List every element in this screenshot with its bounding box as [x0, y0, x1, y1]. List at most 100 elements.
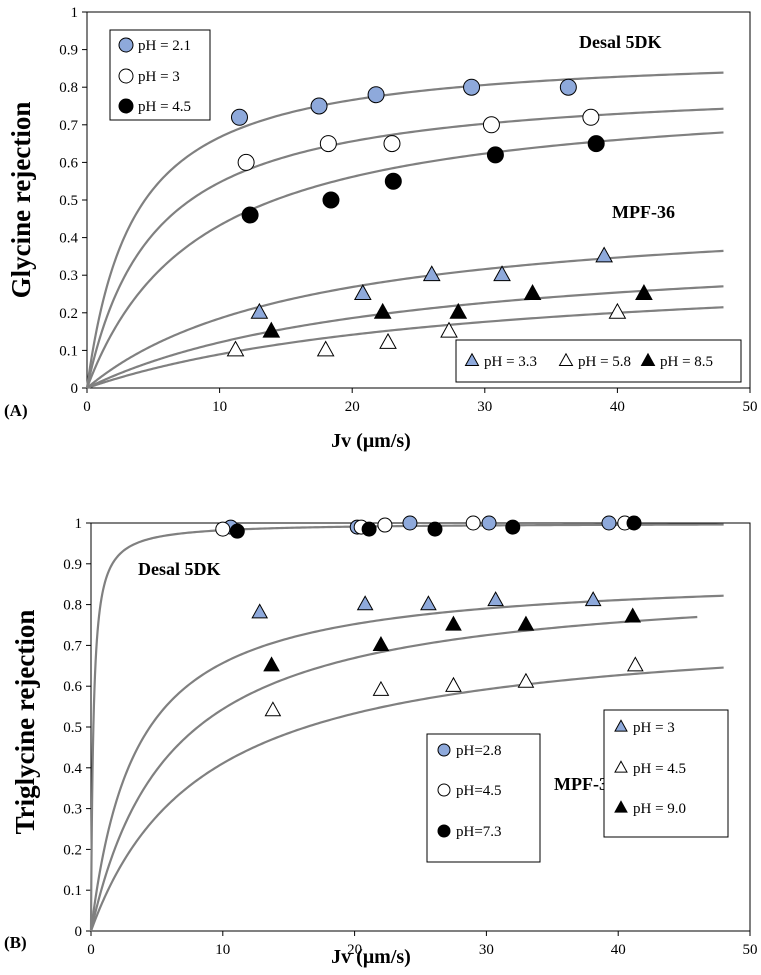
data-point-circle	[310, 97, 328, 115]
data-point-circle	[377, 517, 393, 533]
data-point-triangle	[440, 321, 458, 338]
data-point-circle	[383, 135, 401, 153]
legend-marker	[464, 352, 480, 366]
legend-marker	[437, 783, 451, 797]
x-tick-label: 20	[347, 942, 362, 958]
legend-marker	[558, 352, 574, 366]
data-point-circle	[582, 108, 600, 126]
fit-curve	[89, 615, 698, 932]
data-point-circle	[626, 515, 642, 531]
legend-marker	[118, 98, 134, 114]
x-tick-label: 20	[345, 399, 360, 415]
y-axis-title: Glycine rejection	[6, 102, 36, 299]
x-tick-label: 50	[743, 399, 758, 415]
y-tick-label: 1	[75, 516, 83, 532]
legend-label: pH = 3	[633, 720, 675, 736]
y-tick-label: 0.8	[59, 80, 78, 96]
legend-marker	[118, 68, 134, 84]
data-point-triangle	[584, 591, 602, 607]
y-tick-label: 0.3	[63, 802, 82, 818]
x-tick-label: 40	[611, 942, 626, 958]
panel-label: (A)	[4, 401, 28, 420]
data-point-circle	[463, 78, 481, 96]
fit-curve	[86, 285, 724, 390]
y-tick-label: 0.8	[63, 598, 82, 614]
legend-box	[455, 339, 742, 383]
fit-curve	[89, 523, 724, 932]
data-point-circle	[559, 78, 577, 96]
y-tick-label: 0.7	[63, 638, 82, 654]
data-point-circle	[230, 108, 248, 126]
data-point-triangle	[250, 302, 269, 319]
legend-label: pH = 4.5	[138, 99, 191, 115]
fit-curve	[85, 107, 724, 389]
data-point-circle	[215, 521, 231, 537]
membrane-annotation: MPF-36	[612, 202, 675, 222]
x-tick-label: 40	[610, 399, 625, 415]
legend: pH = 3.3 pH = 5.8 pH = 8.5	[455, 339, 742, 383]
x-tick-label: 0	[83, 399, 91, 415]
data-point-triangle	[251, 603, 269, 619]
x-tick-label: 10	[215, 942, 230, 958]
data-point-triangle	[445, 676, 462, 692]
legend-label: pH = 4.5	[633, 761, 686, 777]
legend-marker	[614, 800, 628, 813]
data-point-triangle	[264, 701, 282, 717]
y-tick-label: 0.1	[59, 343, 78, 359]
y-tick-label: 0.7	[59, 118, 78, 134]
data-point-triangle	[379, 332, 397, 349]
legend-label: pH = 5.8	[578, 354, 631, 370]
data-point-circle	[402, 515, 418, 531]
y-tick-label: 0.9	[59, 43, 78, 59]
x-tick-label: 0	[87, 942, 95, 958]
data-point-triangle	[626, 656, 644, 672]
y-tick-label: 0.6	[59, 155, 78, 171]
data-point-circle	[237, 153, 255, 171]
legend-label: pH=4.5	[456, 783, 502, 799]
x-tick-label: 50	[743, 942, 758, 958]
data-point-circle	[361, 521, 377, 537]
y-tick-label: 1	[71, 5, 79, 21]
data-point-triangle	[372, 680, 390, 696]
y-tick-label: 0.3	[59, 268, 78, 284]
panel-b-triglycine-chart: 00.10.20.30.40.50.60.70.80.910 10 20 30 40 50…	[4, 515, 758, 968]
data-point-triangle	[517, 615, 535, 631]
y-tick-label: 0.5	[63, 720, 82, 736]
data-point-triangle	[263, 656, 280, 672]
data-point-circle	[505, 519, 521, 535]
data-point-circle	[427, 521, 443, 537]
fit-curve	[89, 666, 724, 932]
legend-marker	[437, 743, 451, 757]
data-point-triangle	[372, 636, 390, 652]
y-tick-label: 0.6	[63, 679, 82, 695]
y-tick-label: 0.2	[63, 842, 82, 858]
data-point-circle	[486, 146, 504, 164]
data-point-triangle	[624, 607, 642, 623]
data-point-triangle	[373, 302, 392, 319]
legend-label: pH = 8.5	[660, 354, 713, 370]
data-point-triangle	[353, 284, 372, 300]
fit-curve	[86, 249, 724, 389]
x-axis-title: Jv (μm/s)	[331, 430, 411, 452]
x-tick-label: 30	[479, 942, 494, 958]
x-axis-title: Jv (μm/s)	[331, 946, 411, 968]
fit-curve	[89, 594, 724, 932]
legend: pH=2.8 pH=4.5 pH=7.3	[426, 733, 541, 863]
data-point-triangle	[356, 595, 374, 611]
membrane-annotation: MPF-36	[554, 774, 617, 794]
fit-curve	[85, 131, 724, 389]
data-point-circle	[481, 515, 497, 531]
membrane-annotation: Desal 5DK	[579, 32, 662, 52]
data-point-triangle	[517, 672, 535, 688]
data-point-triangle	[262, 321, 281, 338]
data-point-circle	[587, 135, 605, 153]
data-point-circle	[367, 86, 385, 104]
membrane-annotation: Desal 5DK	[138, 559, 221, 579]
data-point-circle	[241, 206, 259, 224]
panel-a-glycine-chart: 00.10.20.30.40.50.60.70.80.910 10 20 30 40 50…	[4, 5, 758, 452]
data-point-triangle	[422, 265, 441, 282]
y-axis-title: Triglycine rejection	[10, 610, 40, 835]
legend-marker	[640, 352, 656, 366]
legend-marker	[118, 37, 134, 53]
